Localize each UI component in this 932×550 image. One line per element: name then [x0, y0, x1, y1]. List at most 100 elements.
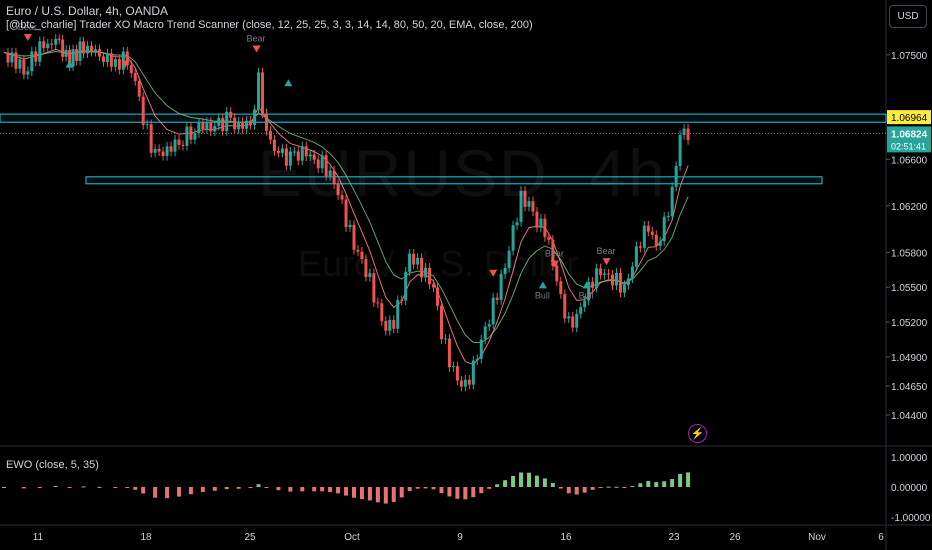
- ewo-bar: [471, 487, 476, 498]
- candle-body: [658, 241, 662, 246]
- ewo-bar: [566, 487, 571, 494]
- candle-body: [372, 273, 376, 303]
- candle-body: [622, 285, 626, 293]
- candle-body: [531, 201, 535, 212]
- candle-body: [432, 284, 436, 288]
- ewo-bar: [519, 472, 524, 487]
- last-price-label-bg: [887, 126, 931, 153]
- candle-body: [666, 216, 670, 218]
- candle-body: [630, 266, 634, 279]
- time-axis-label: 9: [457, 532, 463, 543]
- bear-signal-icon: [550, 260, 559, 268]
- ewo-bar: [351, 487, 356, 498]
- bear-signal-icon: [23, 33, 32, 41]
- flash-icon[interactable]: ⚡: [688, 424, 707, 443]
- ewo-bar: [312, 487, 317, 492]
- ewo-bar: [526, 472, 531, 487]
- support-resistance-zone[interactable]: [0, 113, 887, 123]
- candle-body: [412, 253, 416, 265]
- candle-body: [284, 148, 288, 166]
- candle-body: [280, 148, 284, 153]
- candle-body: [217, 117, 221, 126]
- ewo-bar: [176, 487, 181, 497]
- candle-body: [559, 281, 563, 295]
- candle-body: [177, 139, 181, 145]
- candle-body: [165, 146, 169, 156]
- candle-body: [300, 146, 304, 161]
- candle-body: [105, 53, 109, 63]
- candle-body: [26, 71, 30, 75]
- candle-body: [360, 251, 364, 260]
- candle-body: [555, 265, 559, 282]
- indicator-legend[interactable]: [@btc_charlie] Trader XO Macro Trend Sca…: [6, 19, 533, 31]
- candle-body: [225, 111, 229, 132]
- candle-body: [320, 155, 324, 169]
- bear-signal-icon: [602, 258, 611, 266]
- candle-body: [364, 259, 368, 277]
- candle-body: [607, 273, 611, 275]
- currency-button[interactable]: USD: [889, 5, 927, 28]
- candle-body: [18, 59, 22, 69]
- candle-body: [603, 273, 607, 275]
- candle-body: [463, 379, 467, 387]
- candle-body: [515, 222, 519, 226]
- bull-signal-label: Bull: [535, 290, 550, 300]
- bear-signal-label: Bear: [247, 34, 266, 44]
- candle-body: [420, 257, 424, 278]
- ewo-bar: [113, 487, 118, 488]
- ewo-tick-label: -1.00000: [891, 513, 931, 524]
- candle-body: [272, 139, 276, 151]
- price-tick-label: 1.05500: [891, 283, 928, 294]
- price-tick-label: 1.06200: [891, 202, 928, 213]
- candle-body: [89, 45, 93, 52]
- ewo-bar: [606, 486, 611, 488]
- candle-body: [101, 56, 105, 63]
- candle-body: [38, 41, 42, 62]
- ewo-bar: [670, 478, 675, 487]
- symbol-name-watermark: Euro / U.S. Dollar: [298, 243, 579, 284]
- candle-body: [614, 272, 618, 286]
- ewo-legend[interactable]: EWO (close, 5, 35): [6, 459, 99, 471]
- candle-body: [332, 170, 336, 185]
- candle-body: [249, 120, 253, 125]
- candle-body: [563, 294, 567, 319]
- candle-body: [316, 159, 320, 169]
- candle-body: [149, 124, 153, 153]
- candle-body: [276, 150, 280, 153]
- candle-body: [670, 186, 674, 217]
- ewo-bar: [188, 487, 193, 495]
- ewo-bar: [614, 486, 619, 488]
- ewo-bar: [97, 486, 102, 488]
- candle-body: [611, 274, 615, 286]
- ewo-bar: [256, 484, 261, 487]
- ewo-bar: [399, 487, 404, 498]
- candle-body: [93, 49, 97, 52]
- candle-body: [543, 218, 547, 238]
- support-resistance-zone[interactable]: [85, 176, 823, 185]
- candle-body: [428, 267, 432, 285]
- candle-body: [213, 125, 217, 132]
- candle-body: [479, 339, 483, 359]
- ewo-bar: [630, 486, 635, 488]
- candle-body: [443, 338, 447, 340]
- candle-body: [205, 122, 209, 130]
- candle-body: [499, 274, 503, 300]
- candle-body: [71, 49, 75, 67]
- candle-body: [416, 257, 420, 265]
- ewo-tick-label: 1.00000: [891, 453, 928, 464]
- candle-body: [312, 154, 316, 160]
- candle-body: [6, 52, 10, 63]
- price-tick-label: 1.04900: [891, 353, 928, 364]
- candle-body: [467, 379, 471, 385]
- candle-body: [97, 49, 101, 57]
- ewo-bar: [574, 487, 579, 495]
- ewo-bar: [336, 487, 341, 494]
- candle-body: [82, 41, 86, 54]
- candle-body: [57, 38, 61, 40]
- time-axis-label: 11: [33, 532, 44, 543]
- candle-body: [173, 139, 177, 152]
- candle-body: [141, 96, 145, 125]
- ewo-bar: [264, 487, 269, 488]
